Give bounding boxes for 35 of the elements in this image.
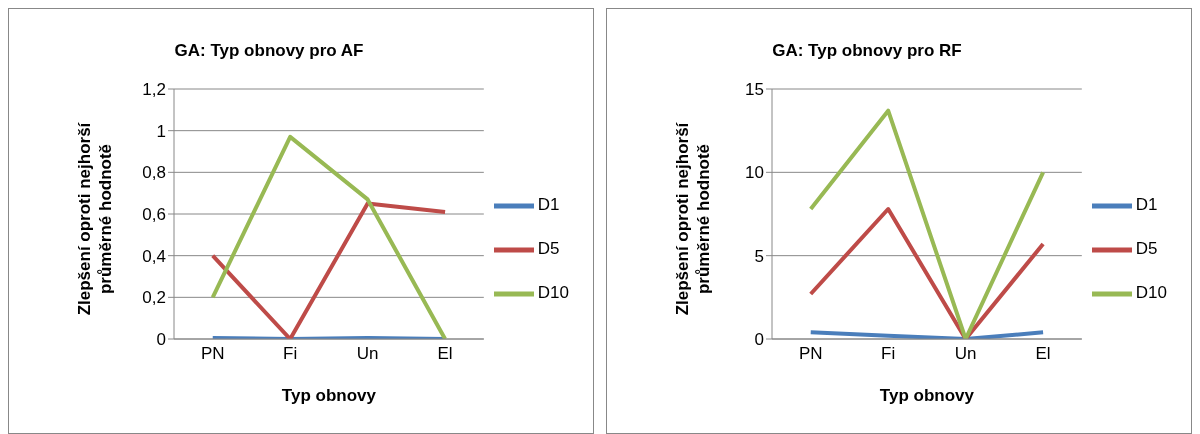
x-tick-label: Un	[954, 344, 977, 364]
y-tick-label: 15	[745, 80, 764, 100]
line-series	[210, 201, 448, 339]
chart-title: GA: Typ obnovy pro AF	[173, 41, 365, 61]
y-tick-label: 10	[745, 163, 764, 183]
x-axis-title: Typ obnovy	[281, 386, 377, 405]
y-tick-label: 1	[156, 121, 166, 141]
legend-label: D1	[1135, 195, 1158, 214]
x-tick-label: Fi	[881, 344, 896, 364]
legend-label: D5	[1135, 239, 1158, 258]
y-tick-label: 0,6	[142, 205, 166, 225]
x-tick-label: PN	[200, 344, 225, 364]
x-tick-label: El	[437, 344, 453, 364]
y-tick-label: 5	[754, 246, 764, 266]
line-series	[808, 207, 1046, 339]
y-tick-label: 0	[156, 330, 166, 350]
legend-label: D1	[537, 195, 560, 214]
legend-label: D10	[537, 283, 569, 302]
y-tick-label: 0,4	[142, 246, 166, 266]
y-axis-title: Zlepšení oproti nejhorší průměrné hodnotě	[74, 121, 116, 318]
x-tick-label: El	[1035, 344, 1051, 364]
line-series	[808, 108, 1046, 339]
y-tick-label: 0	[754, 330, 764, 350]
x-tick-label: Fi	[283, 344, 298, 364]
x-tick-label: PN	[798, 344, 823, 364]
y-tick-label: 1,2	[142, 80, 166, 100]
y-axis-title: Zlepšení oproti nejhorší průměrné hodnotě	[672, 121, 714, 318]
chart-title: GA: Typ obnovy pro RF	[771, 41, 963, 61]
x-axis-title: Typ obnovy	[879, 386, 975, 405]
legend-label: D10	[1135, 283, 1167, 302]
legend-label: D5	[537, 239, 560, 258]
y-tick-label: 0,8	[142, 163, 166, 183]
x-tick-label: Un	[356, 344, 379, 364]
y-tick-label: 0,2	[142, 288, 166, 308]
line-series	[210, 134, 448, 339]
